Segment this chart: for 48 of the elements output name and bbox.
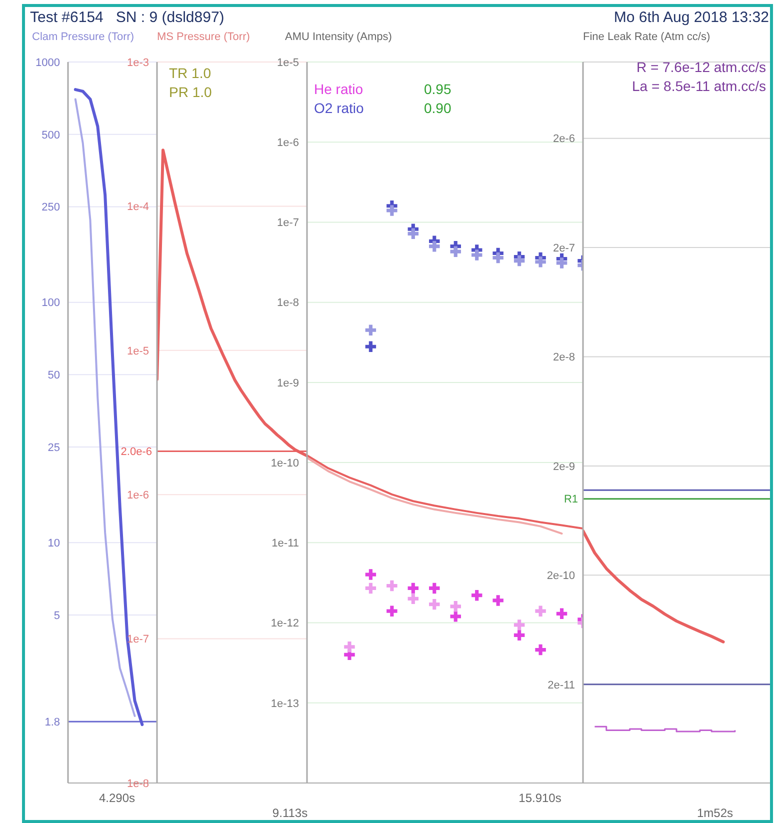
chart-title: Test #6154 SN : 9 (dsld897) (30, 9, 224, 26)
y-tick-label: 1e-12 (270, 618, 299, 630)
y-tick-label: 1e-9 (276, 377, 299, 390)
y-tick-label: 1000 (36, 56, 60, 69)
y-tick-label: 1e-5 (126, 345, 149, 358)
y-tick-label: 10 (48, 538, 60, 550)
y-tick-label: 1e-8 (276, 297, 299, 310)
y-tick-label: 5 (54, 610, 60, 622)
annotation: TR 1.0 (169, 64, 212, 83)
y-tick-label: 25 (48, 442, 60, 454)
annotation: R = 7.6e-12 atm.cc/s (635, 58, 766, 77)
y-axis-title: Fine Leak Rate (Atm cc/s) (583, 31, 710, 43)
y-tick-label: 1e-6 (276, 137, 299, 150)
ref-line-label: R1 (564, 494, 578, 506)
y-tick-label: 2e-7 (552, 242, 575, 254)
y-tick-label: 50 (48, 370, 60, 382)
y-tick-label: 500 (42, 129, 60, 142)
y-tick-label: 2e-10 (546, 570, 575, 582)
y-axis-title: AMU Intensity (Amps) (285, 31, 392, 43)
text: 15.910s (518, 791, 562, 805)
y-tick-label: 250 (42, 202, 60, 214)
annotation: La = 8.5e-11 atm.cc/s (632, 77, 766, 96)
y-tick-label: 2e-9 (552, 460, 575, 473)
y-tick-label: 1e-3 (126, 56, 149, 69)
y-axis-title: MS Pressure (Torr) (157, 31, 250, 43)
y-tick-label: 1e-7 (276, 217, 299, 230)
y-tick-label: 1e-5 (276, 56, 299, 69)
text: O2 ratio (314, 99, 364, 118)
text: 4.290s (98, 791, 136, 805)
annotation: PR 1.0 (169, 83, 212, 102)
text: 1m52s (696, 806, 734, 820)
y-tick-label: 2e-6 (552, 133, 575, 146)
y-tick-label: 1e-4 (126, 201, 149, 214)
y-tick-label: 1e-6 (126, 490, 149, 502)
text: He ratio (314, 80, 364, 99)
y-tick-label: 1e-11 (272, 538, 299, 550)
y-axis-title: Clam Pressure (Torr) (32, 31, 134, 43)
y-tick-label: 2e-8 (552, 352, 575, 364)
ref-line-label: 2.0e-6 (120, 446, 152, 458)
y-tick-label: 2e-11 (548, 679, 575, 692)
y-tick-label: 1e-13 (270, 698, 299, 710)
y-tick-label: 1e-10 (270, 457, 299, 470)
annotation: 0.95 (424, 80, 452, 99)
y-tick-label: 100 (42, 297, 60, 310)
y-tick-label: 1.8 (44, 716, 60, 729)
annotation: 0.90 (424, 99, 452, 118)
chart-subtitle: Mo 6th Aug 2018 13:32 (614, 9, 769, 26)
text: 9.113s (272, 806, 308, 820)
